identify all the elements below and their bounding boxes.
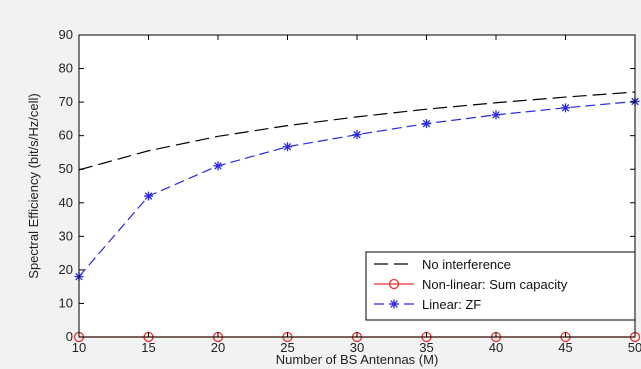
y-tick-label: 10 bbox=[59, 295, 73, 310]
y-tick-label: 60 bbox=[59, 128, 73, 143]
data-point-2 bbox=[283, 142, 292, 152]
data-point-2 bbox=[491, 110, 501, 120]
series-line-0 bbox=[78, 91, 636, 171]
x-tick-label: 30 bbox=[350, 340, 364, 355]
x-tick-label: 40 bbox=[489, 340, 503, 355]
legend-label: Linear: ZF bbox=[422, 297, 481, 312]
legend-box bbox=[365, 251, 636, 321]
y-tick-label: 70 bbox=[59, 94, 73, 109]
data-point-2 bbox=[561, 103, 570, 113]
legend-label: Non-linear: Sum capacity bbox=[422, 277, 568, 292]
x-tick-label: 20 bbox=[211, 340, 225, 355]
x-tick-label: 35 bbox=[419, 340, 433, 355]
y-tick-label: 0 bbox=[66, 329, 73, 344]
y-tick-label: 90 bbox=[59, 27, 73, 42]
y-tick-label: 50 bbox=[59, 161, 73, 176]
x-axis-title: Number of BS Antennas (M) bbox=[276, 352, 439, 367]
x-tick-label: 45 bbox=[558, 340, 572, 355]
legend-marker-1 bbox=[388, 278, 400, 290]
y-tick-label: 20 bbox=[59, 262, 73, 277]
y-tick-label: 30 bbox=[59, 228, 73, 243]
legend: No interference Non-linear: Sum capacity L… bbox=[365, 251, 636, 321]
legend-marker-2 bbox=[389, 299, 399, 309]
x-tick-label: 25 bbox=[280, 340, 294, 355]
x-tick-label: 15 bbox=[141, 340, 155, 355]
data-point-2 bbox=[352, 130, 362, 140]
data-point-2 bbox=[422, 119, 431, 129]
y-tick-label: 40 bbox=[59, 195, 73, 210]
x-tick-label: 10 bbox=[72, 340, 86, 355]
legend-label: No interference bbox=[422, 257, 511, 272]
data-point-2 bbox=[213, 161, 223, 171]
x-tick-label: 50 bbox=[628, 340, 641, 355]
y-tick-label: 80 bbox=[59, 61, 73, 76]
data-point-2 bbox=[144, 191, 153, 201]
y-axis-title: Spectral Efficiency (bit/s/Hz/cell) bbox=[26, 93, 41, 278]
